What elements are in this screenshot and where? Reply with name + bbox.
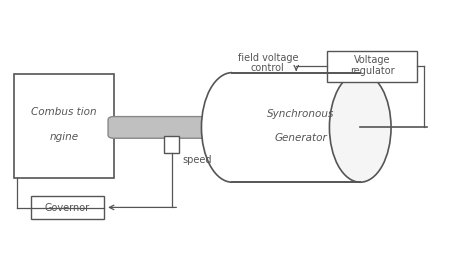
Ellipse shape (201, 73, 263, 182)
Bar (327, 51, 417, 82)
Ellipse shape (329, 73, 391, 182)
Bar (31, 196, 104, 219)
Text: Synchronous: Synchronous (267, 109, 335, 119)
Text: Voltage: Voltage (354, 55, 391, 65)
Bar (14, 74, 114, 178)
Text: regulator: regulator (350, 66, 394, 76)
Text: control: control (251, 63, 285, 73)
Text: field voltage: field voltage (237, 53, 298, 63)
Text: Generator: Generator (274, 133, 328, 143)
Text: Combus tion: Combus tion (31, 107, 97, 117)
Text: speed: speed (182, 155, 212, 165)
Text: ngine: ngine (49, 132, 79, 142)
Bar (232, 73, 360, 182)
Text: Governor: Governor (45, 202, 90, 213)
Bar (164, 136, 179, 153)
Bar (232, 70, 268, 185)
FancyBboxPatch shape (108, 117, 243, 138)
